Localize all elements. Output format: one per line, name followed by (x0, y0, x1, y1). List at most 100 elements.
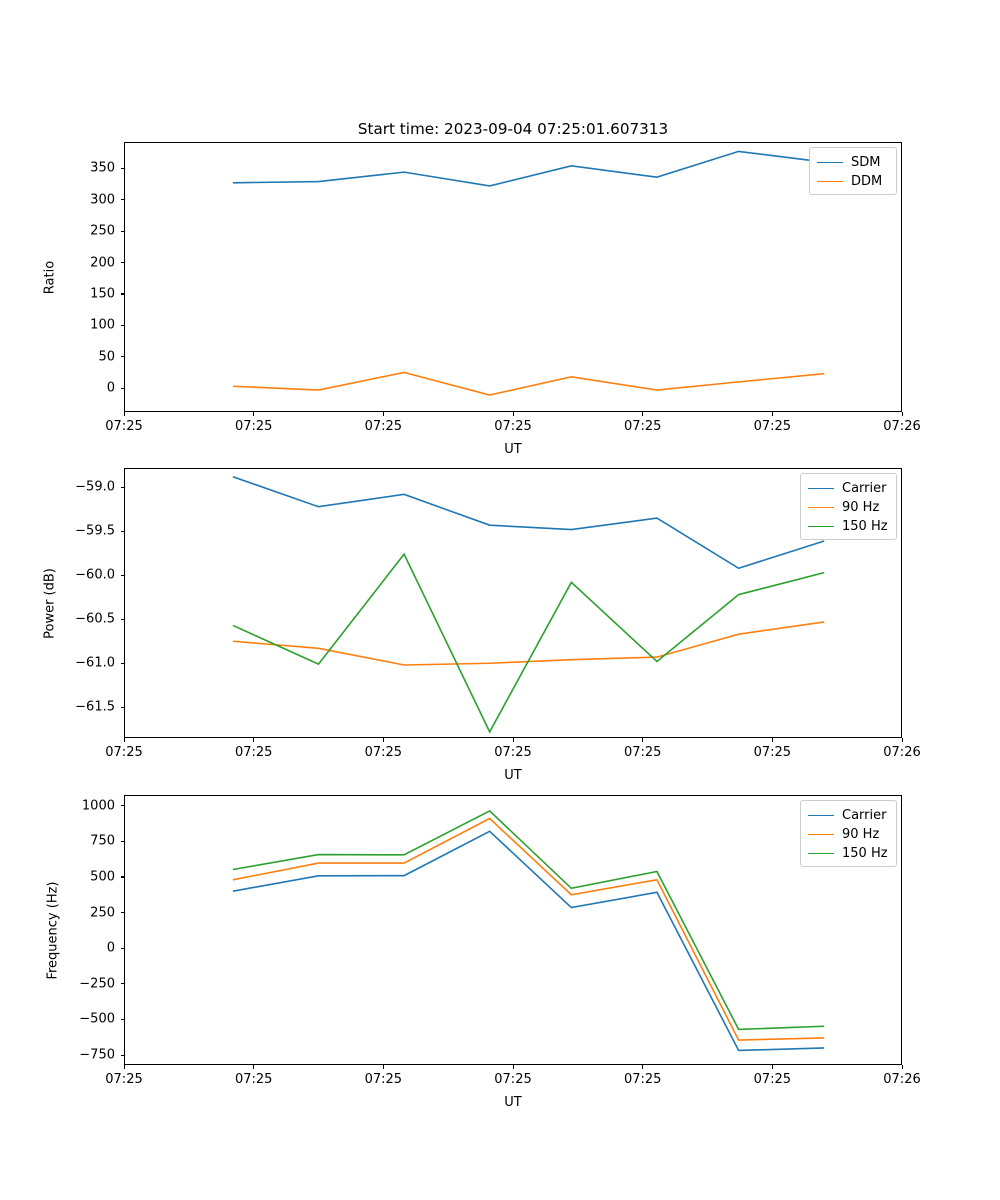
power-xtick-mark (512, 738, 514, 742)
frequency-xtick-label: 07:25 (753, 1072, 792, 1087)
frequency-xtick-mark (512, 1065, 514, 1069)
legend-label: 90 Hz (842, 500, 880, 515)
legend-item-150-hz[interactable]: 150 Hz (808, 517, 889, 536)
power-xtick-label: 07:25 (364, 745, 403, 760)
frequency-ytick-label: −250 (79, 976, 115, 992)
ratio-ytick-label: 300 (90, 192, 115, 208)
power-ytick-mark (120, 662, 124, 664)
legend-item-90-hz[interactable]: 90 Hz (808, 498, 889, 517)
frequency-ytick-mark (120, 805, 124, 807)
frequency-xtick-label: 07:25 (494, 1072, 532, 1087)
frequency-xtick-mark (382, 1065, 384, 1069)
ratio-xtick-mark (253, 412, 255, 416)
frequency-legend[interactable]: Carrier 90 Hz 150 Hz (800, 800, 897, 867)
frequency-xtick-mark (253, 1065, 255, 1069)
power-series-carrier (232, 476, 825, 570)
ratio-ytick-label: 100 (90, 317, 115, 333)
legend-item-ddm[interactable]: DDM (817, 172, 889, 191)
ratio-xtick-label: 07:25 (753, 419, 792, 434)
ratio-series-ddm (232, 371, 825, 396)
ratio-ytick-label: 250 (90, 223, 115, 239)
figure-title: Start time: 2023-09-04 07:25:01.607313 (357, 120, 669, 138)
legend-line-swatch (808, 488, 834, 489)
legend-line-swatch (808, 815, 834, 816)
legend-label: 150 Hz (842, 846, 888, 861)
power-ytick-label: −59.5 (75, 523, 115, 539)
power-xtick-label: 07:25 (234, 745, 273, 760)
ratio-ytick-mark (120, 167, 124, 169)
legend-line-swatch (808, 526, 834, 527)
frequency-ytick-label: 750 (90, 833, 115, 849)
power-ytick-label: −60.5 (75, 611, 115, 627)
ratio-ytick-label: 50 (98, 349, 115, 365)
power-xtick-label: 07:25 (623, 745, 662, 760)
legend-item-150-hz[interactable]: 150 Hz (808, 844, 889, 863)
legend-item-carrier[interactable]: Carrier (808, 479, 889, 498)
frequency-series-90-hz (232, 817, 825, 1041)
legend-label: 90 Hz (842, 827, 880, 842)
power-xtick-mark (771, 738, 773, 742)
frequency-xtick-label: 07:26 (883, 1072, 921, 1087)
frequency-ytick-label: 500 (90, 869, 115, 885)
frequency-ytick-label: −500 (79, 1011, 115, 1027)
frequency-ytick-mark (120, 1018, 124, 1020)
legend-item-90-hz[interactable]: 90 Hz (808, 825, 889, 844)
power-ytick-label: −59.0 (75, 479, 115, 495)
power-ytick-mark (120, 530, 124, 532)
frequency-xtick-label: 07:25 (364, 1072, 403, 1087)
legend-label: SDM (851, 155, 881, 170)
frequency-ytick-mark (120, 876, 124, 878)
ratio-xtick-mark (382, 412, 384, 416)
power-ytick-mark (120, 486, 124, 488)
ratio-xtick-label: 07:25 (623, 419, 662, 434)
power-ytick-label: −60.0 (75, 567, 115, 583)
power-xtick-mark (382, 738, 384, 742)
subplot-ratio: Ratio UT SDM DDM (0, 0, 1000, 460)
frequency-ytick-label: 0 (106, 940, 115, 956)
frequency-xtick-mark (901, 1065, 903, 1069)
ratio-ytick-label: 150 (90, 286, 115, 302)
ratio-legend[interactable]: SDM DDM (809, 147, 897, 195)
legend-line-swatch (817, 162, 843, 163)
ratio-ytick-label: 200 (90, 255, 115, 271)
power-xtick-mark (253, 738, 255, 742)
legend-item-sdm[interactable]: SDM (817, 153, 889, 172)
ratio-xtick-label: 07:25 (234, 419, 273, 434)
ratio-ytick-mark (120, 356, 124, 358)
frequency-series-carrier (232, 830, 825, 1052)
ratio-axes-frame (124, 142, 902, 412)
ratio-xtick-mark (771, 412, 773, 416)
power-xtick-label: 07:26 (883, 745, 921, 760)
power-ytick-label: −61.5 (75, 699, 115, 715)
ratio-xtick-mark (901, 412, 903, 416)
frequency-xtick-mark (123, 1065, 125, 1069)
power-legend[interactable]: Carrier 90 Hz 150 Hz (800, 473, 897, 540)
ratio-xtick-label: 07:25 (105, 419, 143, 434)
frequency-xlabel: UT (504, 1095, 522, 1110)
ratio-xlabel: UT (504, 442, 522, 457)
ratio-ytick-mark (120, 262, 124, 264)
frequency-ytick-mark (120, 912, 124, 914)
ratio-ytick-mark (120, 387, 124, 389)
ratio-ytick-mark (120, 324, 124, 326)
power-xtick-label: 07:25 (753, 745, 792, 760)
ratio-xtick-mark (512, 412, 514, 416)
frequency-ytick-mark (120, 840, 124, 842)
ratio-ytick-label: 0 (106, 380, 115, 396)
ratio-line-canvas (232, 150, 825, 396)
legend-line-swatch (808, 853, 834, 854)
power-series-150-hz (232, 552, 825, 734)
ratio-ytick-mark (120, 293, 124, 295)
frequency-ytick-mark (120, 1054, 124, 1056)
frequency-xtick-label: 07:25 (623, 1072, 662, 1087)
frequency-xtick-mark (771, 1065, 773, 1069)
legend-item-carrier[interactable]: Carrier (808, 806, 889, 825)
ratio-xtick-label: 07:26 (883, 419, 921, 434)
ratio-xtick-mark (123, 412, 125, 416)
legend-label: Carrier (842, 481, 887, 496)
power-xtick-label: 07:25 (494, 745, 532, 760)
frequency-xtick-label: 07:25 (234, 1072, 273, 1087)
frequency-ytick-label: −750 (79, 1047, 115, 1063)
